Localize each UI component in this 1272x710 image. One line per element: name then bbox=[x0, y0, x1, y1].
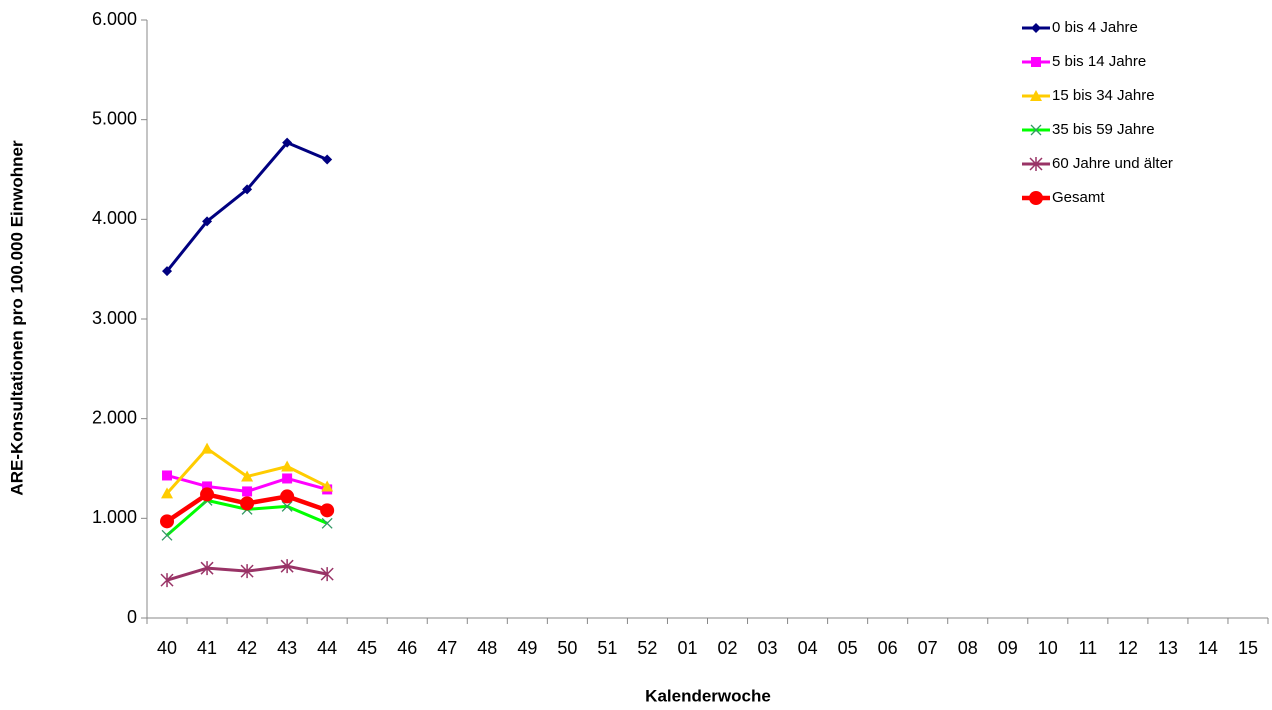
data-point bbox=[201, 442, 214, 454]
y-axis-title: ARE-Konsultationen pro 100.000 Einwohner bbox=[7, 140, 26, 496]
legend-label: 35 bis 59 Jahre bbox=[1052, 121, 1155, 138]
x-tick-label: 15 bbox=[1238, 638, 1258, 658]
x-tick-label: 41 bbox=[197, 638, 217, 658]
data-point bbox=[320, 503, 335, 518]
data-point bbox=[200, 561, 214, 576]
x-tick-label: 04 bbox=[798, 638, 818, 658]
y-tick-label: 3.000 bbox=[92, 308, 137, 328]
legend-marker bbox=[1029, 157, 1043, 171]
data-point bbox=[322, 154, 333, 165]
data-point bbox=[280, 559, 294, 574]
x-axis-title: Kalenderwoche bbox=[645, 686, 771, 705]
x-tick-label: 13 bbox=[1158, 638, 1178, 658]
data-point bbox=[282, 473, 293, 484]
series-line bbox=[165, 141, 328, 273]
data-point bbox=[280, 489, 295, 504]
x-tick-label: 49 bbox=[517, 638, 537, 658]
y-tick-label: 4.000 bbox=[92, 208, 137, 228]
x-tick-label: 09 bbox=[998, 638, 1018, 658]
data-point bbox=[321, 517, 333, 529]
data-point bbox=[321, 480, 334, 492]
data-point bbox=[241, 470, 254, 482]
data-point bbox=[162, 266, 173, 277]
data-point bbox=[281, 500, 293, 512]
data-point bbox=[160, 573, 174, 588]
x-tick-label: 05 bbox=[838, 638, 858, 658]
x-tick-label: 44 bbox=[317, 638, 337, 658]
data-point bbox=[320, 567, 334, 582]
data-point bbox=[281, 460, 294, 472]
x-tick-label: 03 bbox=[758, 638, 778, 658]
legend-marker bbox=[1030, 90, 1042, 101]
x-tick-label: 06 bbox=[878, 638, 898, 658]
data-point bbox=[282, 137, 293, 148]
legend-label: 5 bis 14 Jahre bbox=[1052, 53, 1146, 70]
x-tick-label: 46 bbox=[397, 638, 417, 658]
x-tick-label: 12 bbox=[1118, 638, 1138, 658]
x-tick-label: 45 bbox=[357, 638, 377, 658]
x-tick-label: 10 bbox=[1038, 638, 1058, 658]
x-tick-label: 50 bbox=[557, 638, 577, 658]
x-tick-label: 02 bbox=[718, 638, 738, 658]
data-point bbox=[200, 487, 215, 502]
legend-label: Gesamt bbox=[1052, 189, 1105, 206]
x-tick-label: 43 bbox=[277, 638, 297, 658]
data-point bbox=[161, 487, 174, 499]
x-tick-label: 47 bbox=[437, 638, 457, 658]
y-tick-label: 5.000 bbox=[92, 108, 137, 128]
x-tick-label: 42 bbox=[237, 638, 257, 658]
data-point bbox=[160, 514, 175, 529]
data-point bbox=[202, 216, 213, 227]
y-tick-label: 0 bbox=[127, 607, 137, 627]
data-point bbox=[161, 529, 173, 541]
y-tick-label: 1.000 bbox=[92, 507, 137, 527]
legend-label: 0 bis 4 Jahre bbox=[1052, 19, 1138, 36]
x-tick-label: 40 bbox=[157, 638, 177, 658]
y-tick-label: 2.000 bbox=[92, 407, 137, 427]
data-point bbox=[242, 486, 253, 497]
legend-marker bbox=[1030, 124, 1042, 136]
legend-label: 15 bis 34 Jahre bbox=[1052, 87, 1155, 104]
data-point bbox=[240, 496, 255, 511]
legend-label: 60 Jahre und älter bbox=[1052, 155, 1173, 172]
x-tick-label: 14 bbox=[1198, 638, 1218, 658]
x-tick-label: 01 bbox=[677, 638, 697, 658]
legend-marker bbox=[1029, 191, 1043, 205]
legend-marker bbox=[1031, 23, 1041, 33]
x-tick-label: 11 bbox=[1078, 638, 1097, 658]
data-point bbox=[240, 564, 254, 579]
x-tick-label: 48 bbox=[477, 638, 497, 658]
x-tick-label: 52 bbox=[637, 638, 657, 658]
legend-marker bbox=[1031, 57, 1041, 67]
x-tick-label: 51 bbox=[597, 638, 617, 658]
data-point bbox=[242, 184, 253, 195]
x-tick-label: 07 bbox=[918, 638, 938, 658]
y-tick-label: 6.000 bbox=[92, 9, 137, 29]
x-tick-label: 08 bbox=[958, 638, 978, 658]
data-point bbox=[162, 470, 173, 481]
